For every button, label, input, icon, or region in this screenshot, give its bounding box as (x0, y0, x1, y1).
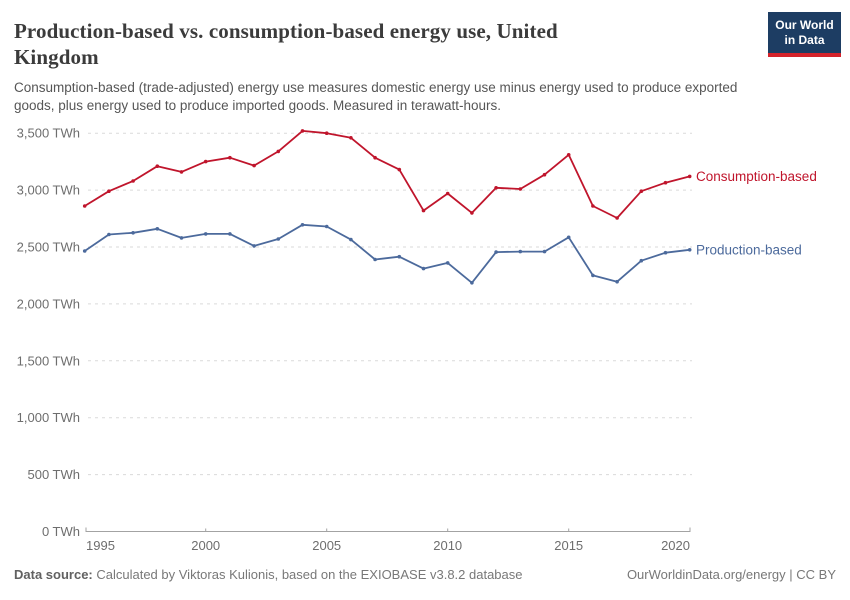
data-point[interactable] (566, 235, 571, 240)
chart-header: Production-based vs. consumption-based e… (14, 18, 754, 114)
data-point[interactable] (397, 167, 402, 172)
data-point[interactable] (107, 232, 111, 237)
data-point[interactable] (494, 250, 498, 254)
page-title: Production-based vs. consumption-based e… (14, 18, 754, 70)
series-line-consumption-based (83, 129, 691, 219)
page-subtitle: Consumption-based (trade-adjusted) energ… (14, 79, 754, 114)
data-point[interactable] (445, 261, 450, 265)
x-axis-tick-label: 2005 (312, 538, 341, 553)
page-title-line2: Kingdom (14, 45, 99, 69)
series-line-production-based (83, 223, 691, 284)
data-point[interactable] (615, 216, 619, 220)
footer-credit[interactable]: OurWorldinData.org/energy | CC BY (626, 567, 836, 582)
owid-logo-line2: in Data (784, 32, 825, 47)
data-source: Data source: Calculated by Viktoras Kuli… (14, 567, 523, 582)
data-point[interactable] (639, 258, 644, 263)
data-point[interactable] (300, 129, 305, 133)
series-end-label-production-based[interactable]: Production-based (696, 242, 802, 257)
page-subtitle-line2: goods, plus energy used to produce impor… (14, 97, 502, 113)
series-production-based: Production-based (82, 223, 802, 285)
x-axis-tick-label: 2020 (661, 538, 690, 553)
gridlines-group: 0 TWh 500 TWh 1,000 TWh 1,500 TWh 2,000 TWh 2… (17, 126, 692, 539)
x-axis-tick-label: 2000 (191, 538, 220, 553)
data-point[interactable] (566, 153, 571, 157)
data-point[interactable] (131, 179, 135, 183)
data-point[interactable] (494, 186, 498, 190)
page-title-line1: Production-based vs. consumption-based e… (14, 19, 558, 43)
data-point[interactable] (300, 223, 305, 227)
data-point[interactable] (349, 237, 353, 242)
data-point[interactable] (373, 257, 377, 262)
series-consumption-based: Consumption-based (82, 129, 817, 220)
y-axis-tick-label: 2,500 TWh (17, 240, 80, 255)
data-point[interactable] (82, 249, 87, 253)
data-point[interactable] (324, 131, 329, 135)
data-point[interactable] (615, 279, 619, 284)
data-point[interactable] (591, 204, 595, 208)
data-point[interactable] (687, 248, 692, 252)
data-point[interactable] (421, 208, 426, 213)
data-source-text: Calculated by Viktoras Kulionis, based o… (92, 567, 523, 582)
series-end-label-consumption-based[interactable]: Consumption-based (696, 169, 817, 184)
data-point[interactable] (518, 249, 523, 254)
x-axis-line (85, 527, 691, 532)
y-axis-tick-label: 0 TWh (42, 524, 80, 539)
data-point[interactable] (421, 266, 426, 271)
data-point[interactable] (155, 164, 160, 168)
data-point[interactable] (179, 170, 184, 174)
data-point[interactable] (107, 189, 111, 193)
chart-footer: Data source: Calculated by Viktoras Kuli… (14, 567, 836, 582)
data-point[interactable] (663, 180, 668, 185)
data-point[interactable] (252, 244, 256, 248)
data-point[interactable] (203, 159, 208, 164)
data-point[interactable] (639, 189, 644, 193)
data-point[interactable] (82, 204, 87, 208)
data-source-label: Data source: (14, 567, 93, 582)
data-point[interactable] (591, 273, 595, 278)
data-point[interactable] (445, 191, 450, 196)
owid-logo[interactable]: Our World in Data (768, 12, 841, 57)
data-point[interactable] (276, 237, 281, 241)
x-axis-group: 1995 2000 2005 2010 2015 2020 (85, 527, 691, 553)
y-axis-tick-label: 1,500 TWh (17, 353, 80, 368)
owid-logo-line1: Our World (775, 18, 834, 32)
page-subtitle-line1: Consumption-based (trade-adjusted) energ… (14, 80, 738, 95)
data-point[interactable] (687, 174, 692, 179)
data-point[interactable] (252, 163, 256, 168)
y-axis-tick-label: 2,000 TWh (17, 296, 80, 311)
data-point[interactable] (397, 254, 402, 259)
data-point[interactable] (663, 250, 668, 255)
data-point[interactable] (179, 236, 184, 240)
y-axis-tick-label: 3,000 TWh (17, 183, 80, 198)
data-point[interactable] (349, 136, 353, 140)
x-axis-tick-label: 2015 (554, 538, 583, 553)
data-point[interactable] (542, 249, 547, 254)
data-point[interactable] (470, 211, 474, 215)
y-axis-tick-label: 1,000 TWh (17, 410, 80, 425)
y-axis-tick-label: 3,500 TWh (17, 126, 80, 141)
y-axis-tick-label: 500 TWh (27, 467, 80, 482)
data-point[interactable] (373, 155, 377, 160)
data-point[interactable] (324, 224, 329, 229)
data-point[interactable] (518, 187, 523, 191)
data-point[interactable] (470, 281, 474, 285)
data-point[interactable] (131, 231, 135, 235)
data-point[interactable] (542, 172, 547, 177)
data-point[interactable] (228, 232, 232, 236)
data-point[interactable] (203, 232, 208, 236)
data-point[interactable] (155, 227, 160, 231)
x-axis-tick-label: 1995 (86, 538, 115, 553)
data-point[interactable] (228, 155, 232, 160)
x-axis-tick-label: 2010 (433, 538, 462, 553)
data-point[interactable] (276, 149, 281, 154)
